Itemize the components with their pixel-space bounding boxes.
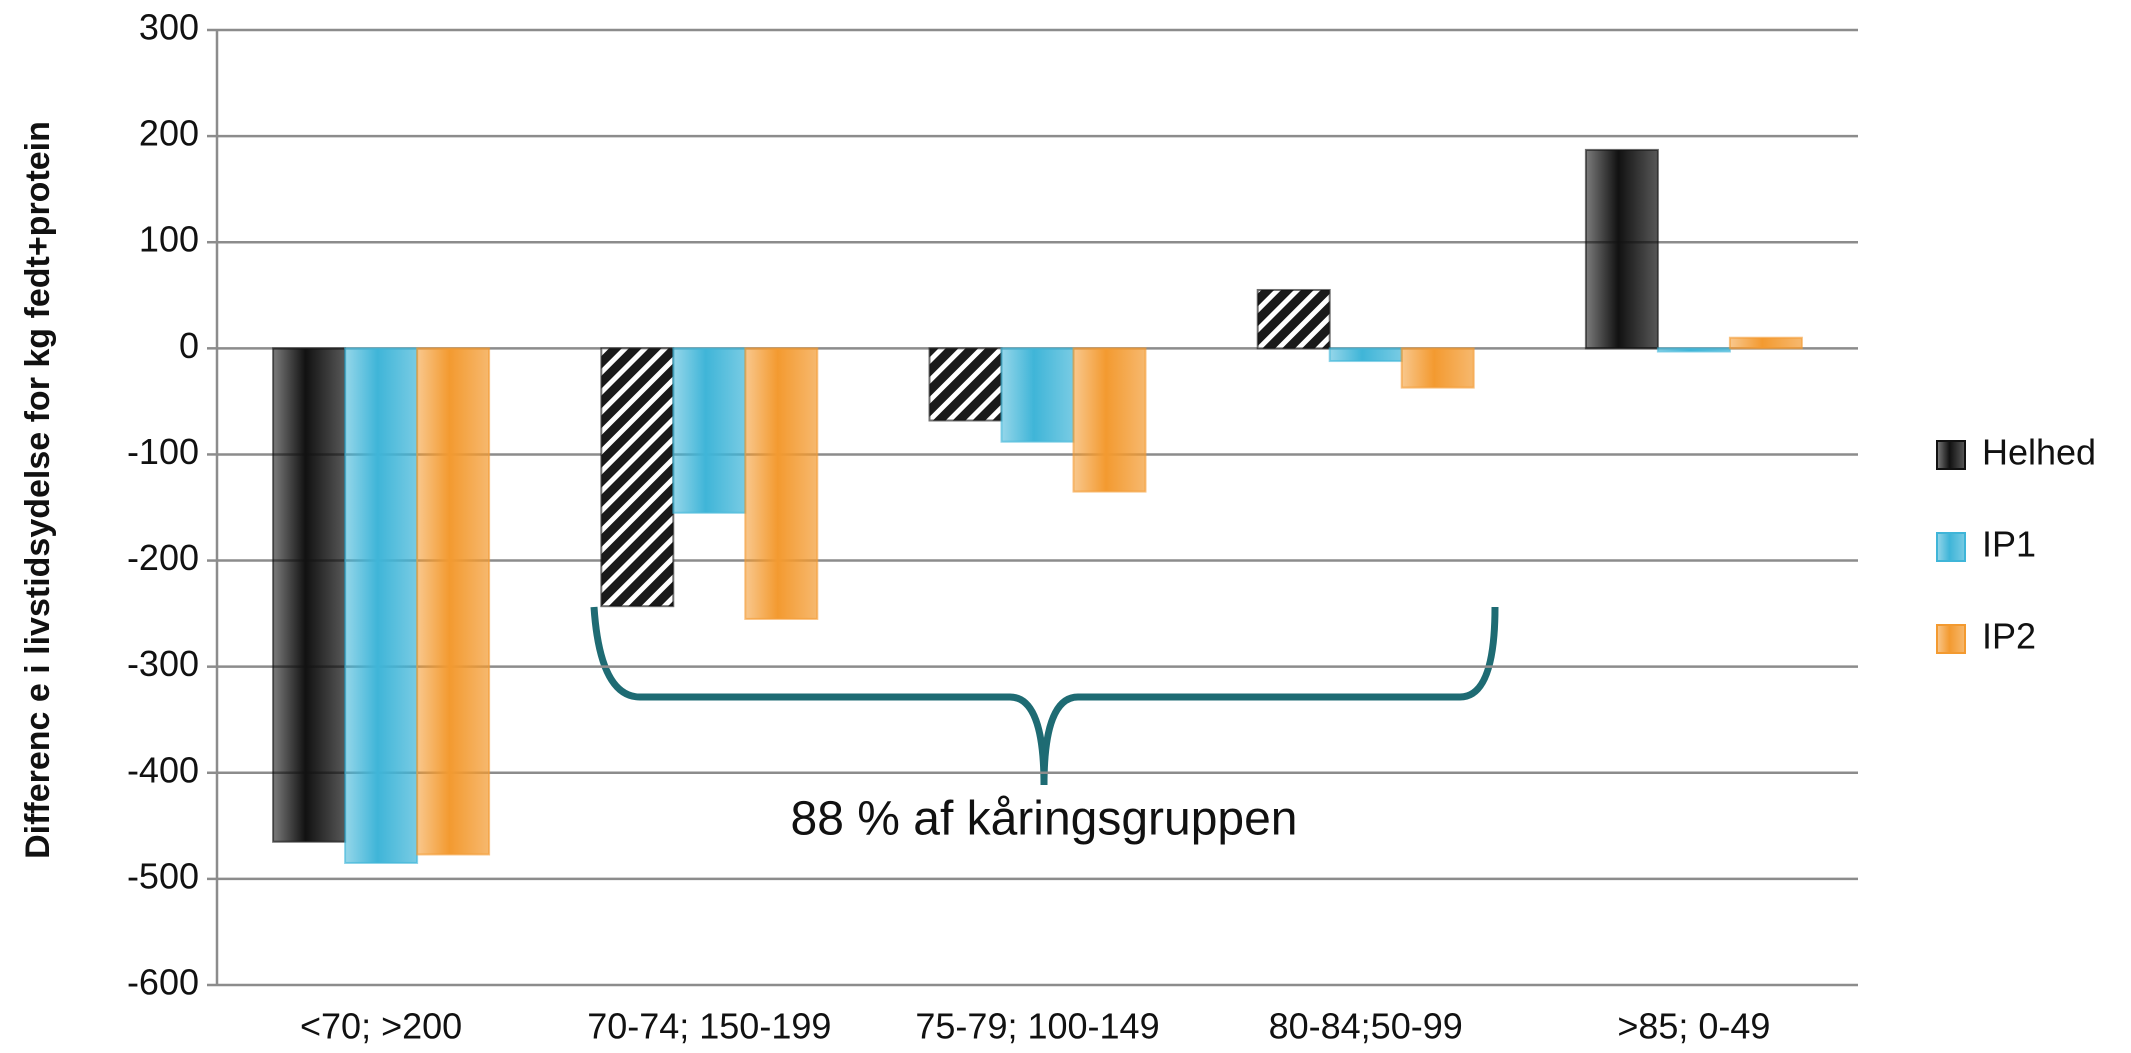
bar [1256, 288, 1331, 350]
x-tick-label: 70-74; 150-199 [587, 1006, 831, 1047]
y-tick-label: 200 [139, 113, 199, 154]
y-tick-label: 300 [139, 7, 199, 48]
bar [272, 347, 347, 843]
y-tick-label: -600 [127, 962, 199, 1003]
legend-label: Helhed [1982, 432, 2096, 473]
legend-swatch [1936, 532, 1966, 562]
y-tick-label: 100 [139, 219, 199, 260]
bar [1328, 347, 1403, 363]
bar [600, 347, 675, 608]
bar [928, 347, 1003, 422]
bar [416, 347, 491, 856]
y-tick-label: -200 [127, 537, 199, 578]
y-tick-label: -400 [127, 749, 199, 790]
y-tick-label: -100 [127, 431, 199, 472]
x-tick-label: <70; >200 [300, 1006, 462, 1047]
brace [590, 606, 1499, 786]
legend-label: IP1 [1982, 524, 2036, 565]
bar [1728, 336, 1803, 350]
y-tick-label: 0 [179, 325, 199, 366]
bar [344, 347, 419, 864]
legend-swatch [1936, 624, 1966, 654]
y-tick-label: -500 [127, 855, 199, 896]
bar [1400, 347, 1475, 389]
bar [672, 347, 747, 514]
legend-swatch [1936, 440, 1966, 470]
bar [1584, 148, 1659, 350]
bar [1072, 347, 1147, 493]
bar [1656, 347, 1731, 353]
legend-label: IP2 [1982, 616, 2036, 657]
annotation: 88 % af kåringsgruppen [791, 793, 1298, 846]
y-axis-label: Differenc e i livstidsydelse for kg fedt… [19, 121, 57, 859]
bar [744, 347, 819, 620]
x-tick-label: >85; 0-49 [1617, 1006, 1770, 1047]
x-tick-label: 80-84;50-99 [1269, 1006, 1463, 1047]
bar [1000, 347, 1075, 443]
y-tick-label: -300 [127, 643, 199, 684]
x-tick-label: 75-79; 100-149 [915, 1006, 1159, 1047]
